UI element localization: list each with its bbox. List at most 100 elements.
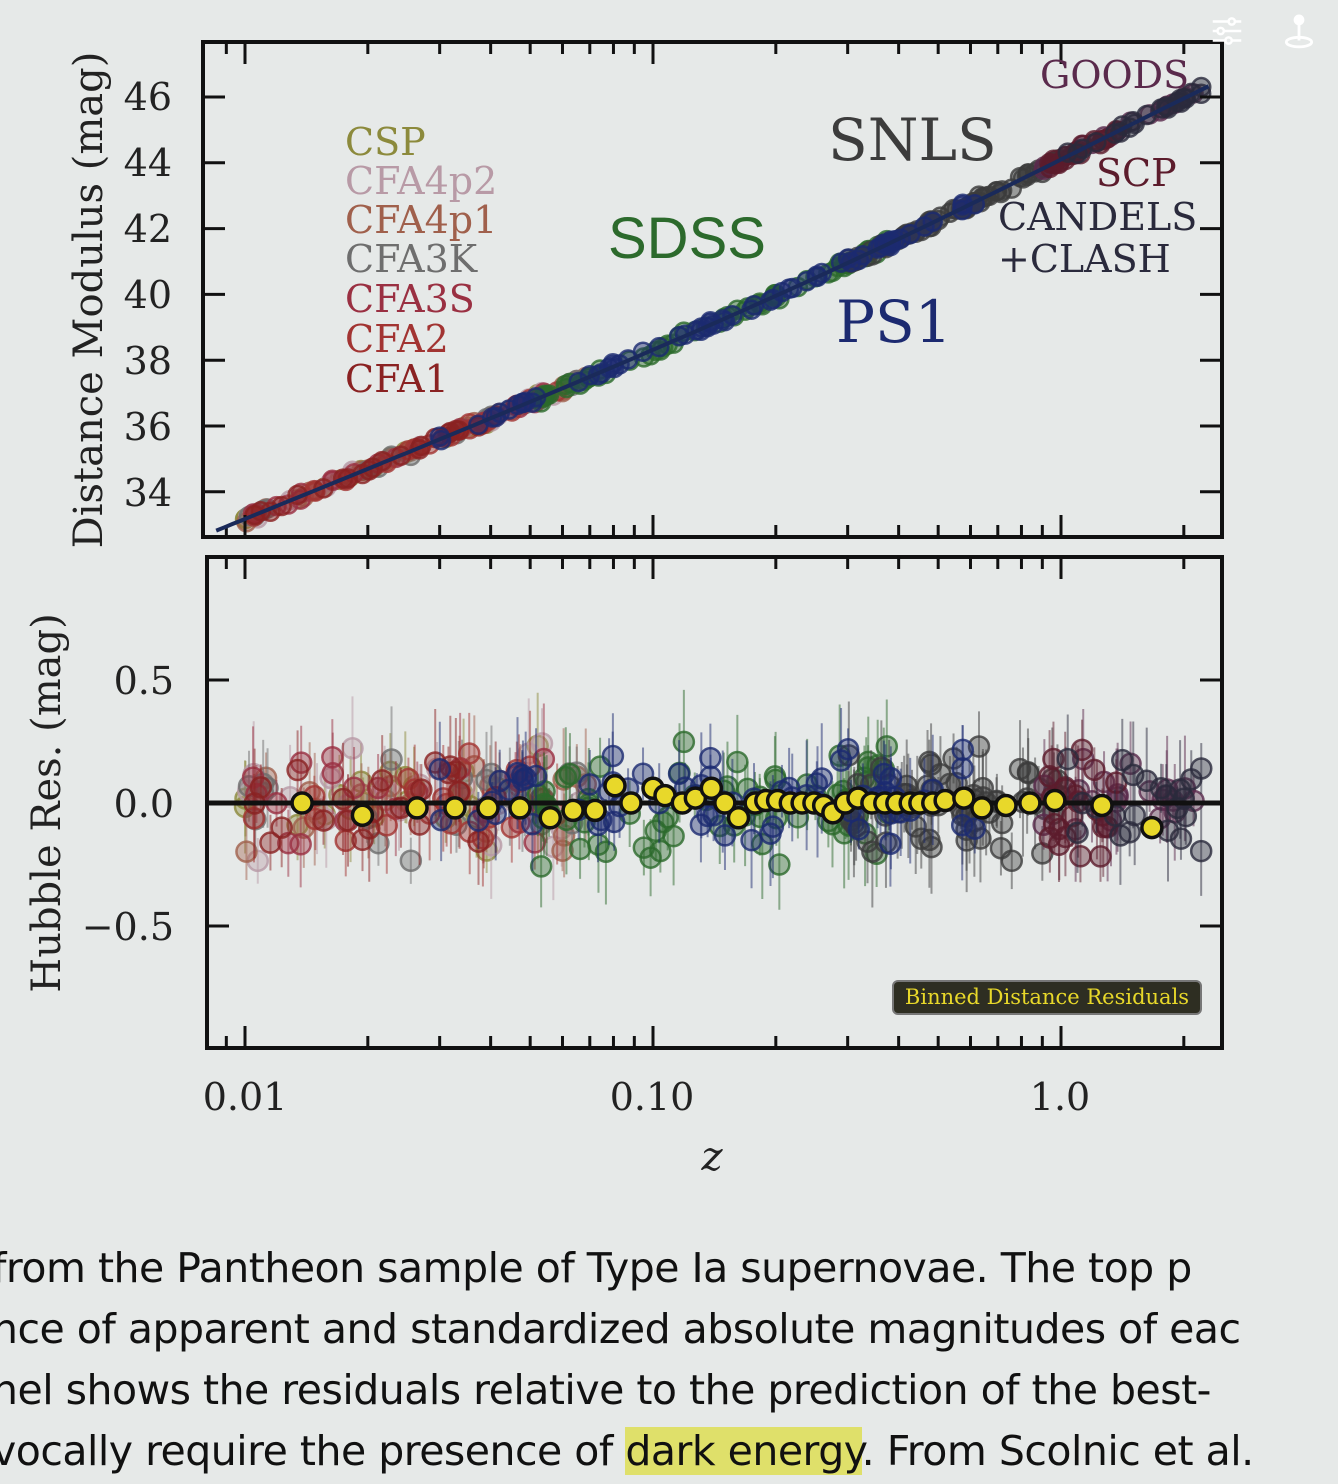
binned-residual-point — [1018, 791, 1042, 815]
survey-label-candels: CANDELS — [998, 195, 1197, 239]
ytick-label: 44 — [124, 141, 172, 185]
binned-residual-point — [443, 796, 467, 820]
data-point-residual — [951, 738, 975, 762]
pin-icon[interactable] — [1280, 12, 1318, 50]
survey-label-cfa4p2: CFA4p2 — [345, 159, 497, 203]
data-point-residual — [529, 855, 553, 878]
ytick-label: 36 — [124, 405, 172, 449]
ytick-label: 42 — [124, 207, 172, 251]
xtick-label: 0.10 — [610, 1075, 695, 1119]
binned-residual-point — [713, 791, 737, 815]
ytick-label: 40 — [124, 273, 172, 317]
caption-text: vocally require the presence of — [0, 1427, 626, 1475]
data-point-residual — [910, 827, 933, 851]
caption-line: nel shows the residuals relative to the … — [0, 1366, 1211, 1414]
data-point-residual — [1016, 760, 1040, 784]
data-point-residual — [444, 760, 468, 783]
binned-residual-point — [350, 803, 375, 828]
binned-residual-point — [476, 796, 500, 820]
top-panel-frame — [201, 40, 1224, 539]
data-point-residual — [312, 809, 335, 832]
data-point-residual — [524, 764, 548, 788]
data-point-residual — [1038, 826, 1062, 849]
data-point-residual — [568, 837, 592, 861]
highlighted-text[interactable]: dark energy — [625, 1427, 862, 1475]
ytick-label: 38 — [124, 339, 172, 383]
data-point-residual — [1122, 763, 1145, 787]
binned-residual-point — [1140, 815, 1164, 840]
data-point-residual — [457, 742, 481, 765]
xtick-label: 0.01 — [203, 1075, 288, 1119]
data-point-residual — [649, 839, 672, 863]
binned-residual-point — [583, 798, 607, 823]
binned-residual-point — [952, 786, 976, 810]
data-point-residual — [1190, 757, 1213, 780]
caption-line: vocally require the presence of dark ene… — [0, 1421, 1338, 1482]
survey-label-ps1: PS1 — [836, 288, 952, 356]
binned-residual-point — [603, 774, 627, 798]
binned-residual-point — [699, 776, 724, 800]
data-point-residual — [875, 735, 899, 758]
data-point-residual — [950, 813, 974, 837]
survey-label-clash: +CLASH — [998, 237, 1171, 281]
data-point-residual — [699, 746, 722, 770]
survey-label-snls: SNLS — [828, 106, 997, 174]
data-point-residual — [1000, 849, 1024, 873]
xtick-label: 1.0 — [1030, 1075, 1090, 1119]
sliders-icon[interactable] — [1208, 12, 1246, 50]
data-point-residual — [286, 758, 309, 782]
data-point-residual — [602, 810, 626, 834]
data-point-residual — [370, 769, 394, 792]
survey-label-cfa2: CFA2 — [345, 317, 449, 361]
binned-residual-point — [538, 806, 563, 830]
binned-residual-point — [933, 788, 957, 813]
top-y-axis-label: Distance Modulus (mag) — [66, 52, 112, 549]
data-point-residual — [578, 773, 602, 796]
survey-label-cfa3k: CFA3K — [345, 237, 478, 281]
data-point-residual — [380, 748, 403, 771]
binned-residual-point — [726, 806, 751, 830]
ytick-label: 0.5 — [114, 659, 174, 703]
data-point-residual — [768, 853, 791, 876]
legend: Binned Distance Residuals — [892, 980, 1202, 1015]
data-point-residual — [1089, 845, 1112, 868]
figure-caption: from the Pantheon sample of Type Ia supe… — [0, 1238, 1338, 1482]
data-point-residual — [713, 824, 737, 847]
data-point-residual — [1169, 827, 1193, 850]
survey-label-sdss: SDSS — [608, 206, 766, 271]
data-point-residual — [249, 776, 273, 799]
data-point-residual — [594, 840, 618, 863]
binned-residual-point — [970, 796, 994, 820]
survey-label-scp: SCP — [1096, 151, 1177, 195]
data-point-residual — [1066, 821, 1089, 844]
data-point-residual — [304, 807, 327, 831]
data-point-residual — [1069, 845, 1092, 868]
data-point-residual — [740, 828, 763, 852]
data-point-residual — [1054, 825, 1077, 849]
data-point-residual — [351, 828, 374, 852]
data-point-residual — [1056, 747, 1079, 771]
data-point-residual — [836, 737, 860, 761]
data-point-residual — [1118, 820, 1141, 844]
model-curve — [215, 84, 1210, 533]
data-point-residual — [672, 730, 696, 754]
ytick-label: 34 — [124, 471, 172, 515]
survey-label-goods: GOODS — [1040, 53, 1189, 97]
data-point-residual — [1038, 764, 1061, 788]
caption-text: . From Scolnic et al. — [861, 1427, 1255, 1475]
data-point-residual — [872, 762, 896, 786]
caption-line: nce of apparent and standardized absolut… — [0, 1305, 1241, 1353]
data-point-residual — [506, 761, 529, 785]
data-point-residual — [963, 817, 987, 840]
binned-residual-point — [1043, 788, 1067, 813]
binned-residual-point — [290, 791, 314, 815]
data-point-residual — [399, 849, 423, 873]
binned-residual-point — [994, 793, 1018, 818]
data-point-residual — [829, 749, 853, 772]
ytick-label: 46 — [124, 75, 172, 119]
data-point-residual — [235, 840, 258, 863]
legend-label: Binned Distance Residuals — [905, 985, 1189, 1009]
bottom-y-axis-label: Hubble Res. (mag) — [24, 613, 70, 992]
x-axis-label: z — [700, 1134, 723, 1180]
